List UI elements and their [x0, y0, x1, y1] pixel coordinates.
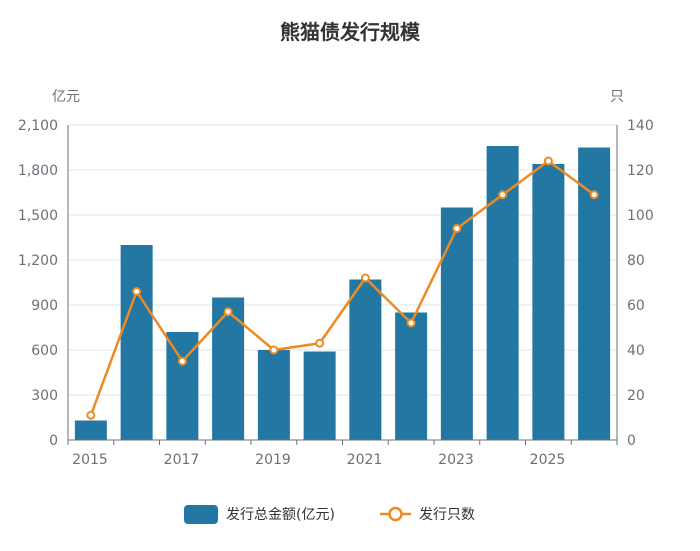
bar [349, 279, 382, 440]
x-tick-label: 2021 [347, 452, 383, 468]
legend-bar-swatch [184, 505, 218, 524]
x-tick-label: 2015 [72, 452, 108, 468]
left-tick-label: 2,100 [18, 118, 58, 134]
x-tick-label: 2023 [438, 452, 474, 468]
right-tick-label: 80 [627, 253, 645, 269]
line-point [452, 224, 462, 233]
line-point [177, 356, 187, 366]
bar-layer [74, 146, 611, 440]
line-point [86, 410, 96, 420]
right-tick-label: 100 [627, 208, 654, 224]
right-tick-label: 40 [627, 343, 645, 359]
left-tick-label: 300 [31, 388, 58, 404]
line-point [498, 190, 508, 200]
line-point [589, 190, 599, 200]
bar [74, 420, 107, 440]
chart-title: 熊猫债发行规模 [280, 20, 420, 44]
bar [440, 207, 473, 440]
right-tick-label: 140 [627, 118, 654, 134]
left-tick-label: 1,500 [18, 208, 58, 224]
bar [212, 297, 245, 440]
line-point [315, 338, 325, 348]
x-tick-label: 2017 [164, 452, 200, 468]
left-axis-unit: 亿元 [52, 89, 80, 105]
line-point [132, 287, 142, 296]
legend-line-label: 发行只数 [419, 507, 475, 523]
line-point [360, 273, 370, 283]
legend-line-marker [388, 506, 403, 522]
bar [395, 312, 428, 440]
left-tick-label: 1,200 [18, 253, 58, 269]
line-point [543, 156, 553, 166]
axis-layer [67, 125, 618, 445]
x-tick-label: 2019 [255, 452, 291, 468]
legend-bar-label: 发行总金额(亿元) [226, 507, 335, 523]
bar [532, 164, 565, 440]
line-point [406, 318, 416, 328]
left-tick-label: 600 [31, 343, 58, 359]
left-tick-label: 1,800 [18, 163, 58, 179]
line-layer [86, 156, 599, 420]
left-tick-label: 0 [49, 433, 58, 449]
right-tick-label: 60 [627, 298, 645, 314]
right-axis-unit: 只 [610, 89, 624, 105]
line-point [223, 307, 233, 317]
bar [486, 146, 519, 440]
bar [303, 351, 336, 440]
line-series [89, 159, 595, 416]
legend-layer: 发行总金额(亿元) 发行只数 [184, 505, 475, 524]
bar [120, 245, 153, 440]
right-tick-label: 0 [627, 433, 636, 449]
x-tick-label: 2025 [530, 452, 566, 468]
bar [257, 350, 290, 440]
label-layer: 0 0 300 20 600 40 900 60 1,200 80 1,500 100 1,800 120… [18, 89, 654, 468]
left-tick-label: 900 [31, 298, 58, 314]
line-point [269, 345, 279, 355]
grid-layer [68, 124, 617, 396]
right-tick-label: 120 [627, 163, 654, 179]
right-tick-label: 20 [627, 388, 645, 404]
